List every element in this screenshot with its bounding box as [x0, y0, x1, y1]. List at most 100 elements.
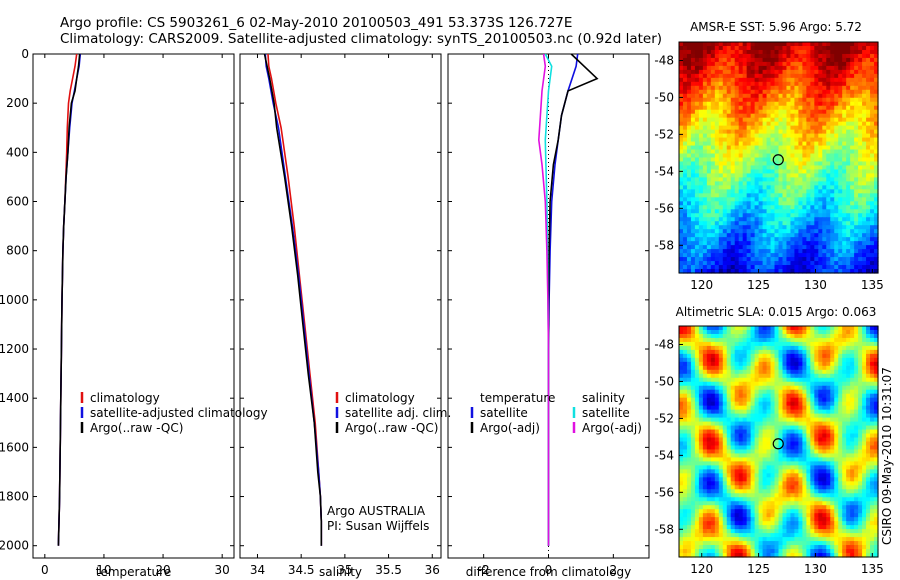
heatmap-cell [778, 149, 784, 155]
heatmap-cell [762, 413, 768, 419]
heatmap-cell [682, 333, 688, 339]
heatmap-cell [846, 185, 851, 190]
heatmap-cell [854, 57, 859, 63]
heatmap-cell [766, 349, 772, 355]
heatmap-cell [679, 73, 684, 79]
heatmap-cell [850, 113, 855, 119]
heatmap-cell [686, 149, 692, 155]
heatmap-cell [750, 73, 756, 79]
heatmap-cell [694, 401, 700, 407]
heatmap-cell [822, 165, 827, 171]
heatmap-cell [698, 229, 704, 234]
heatmap-cell [818, 261, 823, 266]
heatmap-cell [702, 461, 708, 466]
heatmap-cell [718, 145, 724, 151]
heatmap-cell [806, 229, 811, 234]
heatmap-cell [738, 137, 744, 143]
heatmap-cell [754, 465, 760, 470]
heatmap-cell [826, 417, 831, 423]
heatmap-cell [734, 57, 740, 63]
heatmap-cell [858, 109, 863, 115]
heatmap-cell [682, 113, 688, 119]
heatmap-cell [726, 365, 732, 371]
heatmap-cell [854, 397, 859, 403]
heatmap-cell [710, 253, 716, 258]
heatmap-cell [710, 205, 716, 210]
heatmap-cell [718, 157, 724, 163]
heatmap-cell [742, 337, 748, 343]
heatmap-cell [790, 377, 796, 383]
heatmap-cell [790, 85, 796, 91]
heatmap-cell [726, 137, 732, 143]
heatmap-cell [822, 337, 827, 343]
heatmap-cell [814, 169, 819, 175]
heatmap-cell [806, 353, 811, 359]
heatmap-cell [858, 341, 863, 347]
heatmap-cell [854, 205, 859, 210]
heatmap-cell [862, 213, 867, 218]
heatmap-cell [834, 425, 839, 431]
heatmap-cell [690, 341, 696, 347]
heatmap-cell [778, 461, 784, 466]
heatmap-cell [790, 69, 796, 75]
heatmap-cell [802, 241, 807, 246]
heatmap-cell [762, 81, 768, 87]
heatmap-cell [854, 69, 859, 75]
heatmap-cell [690, 213, 696, 218]
heatmap-cell [682, 337, 688, 343]
heatmap-cell [706, 217, 712, 222]
heatmap-cell [870, 441, 875, 447]
heatmap-cell [826, 93, 831, 99]
heatmap-cell [874, 257, 879, 262]
heatmap-cell [758, 161, 764, 167]
heatmap-cell [802, 469, 807, 474]
heatmap-cell [718, 249, 724, 254]
heatmap-cell [754, 397, 760, 403]
heatmap-cell [742, 161, 748, 167]
heatmap-cell [818, 329, 823, 335]
heatmap-cell [706, 417, 712, 423]
heatmap-cell [690, 149, 696, 155]
heatmap-cell [838, 373, 843, 379]
heatmap-cell [734, 189, 740, 194]
heatmap-cell [702, 433, 708, 439]
heatmap-cell [806, 113, 811, 119]
heatmap-cell [758, 265, 764, 270]
heatmap-cell [682, 197, 688, 202]
heatmap-cell [782, 53, 788, 59]
heatmap-cell [774, 129, 780, 135]
heatmap-cell [766, 425, 772, 431]
heatmap-cell [810, 53, 815, 59]
heatmap-cell [782, 205, 788, 210]
heatmap-cell [702, 157, 708, 163]
heatmap-cell [722, 421, 728, 427]
heatmap-cell [690, 133, 696, 139]
heatmap-cell [846, 341, 851, 347]
heatmap-cell [754, 353, 760, 359]
heatmap-cell [782, 229, 788, 234]
heatmap-cell [698, 177, 704, 182]
heatmap-cell [754, 433, 760, 439]
heatmap-cell [818, 233, 823, 238]
heatmap-cell [834, 97, 839, 103]
heatmap-cell [834, 329, 839, 335]
heatmap-cell [690, 193, 696, 198]
heatmap-cell [686, 113, 692, 119]
heatmap-cell [854, 449, 859, 455]
heatmap-cell [798, 129, 803, 135]
heatmap-cell [758, 421, 764, 427]
heatmap-cell [870, 189, 875, 194]
heatmap-cell [870, 369, 875, 375]
heatmap-cell [746, 445, 752, 451]
argo-position-marker [772, 154, 784, 166]
heatmap-cell [794, 337, 799, 343]
heatmap-cell [782, 326, 788, 331]
heatmap-cell [866, 413, 871, 419]
heatmap-cell [834, 205, 839, 210]
heatmap-cell [770, 326, 776, 331]
heatmap-cell [686, 205, 692, 210]
heatmap-cell [806, 261, 811, 266]
heatmap-cell [842, 329, 847, 335]
heatmap-cell [814, 373, 819, 379]
heatmap-cell [694, 65, 700, 71]
